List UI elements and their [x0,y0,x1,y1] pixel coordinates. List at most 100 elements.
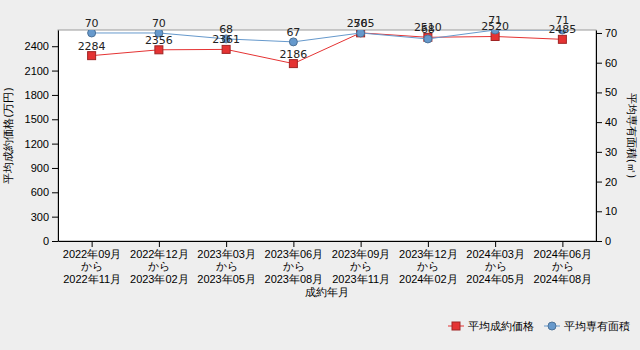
series-marker [357,30,365,37]
y-tick: 2400 [25,40,58,52]
series-marker [357,30,365,37]
y2-tick-mark [596,182,602,183]
y2-tick: 10 [596,205,617,217]
y-tick-label: 0 [43,235,49,247]
y-tick-label: 1800 [25,89,49,101]
y2-axis: 010203040506070 [596,27,617,247]
y-tick-label: 2400 [25,40,49,52]
y2-tick: 20 [596,176,617,188]
plot-area [58,30,596,241]
y2-tick-mark [596,33,602,34]
x-tick: 2024年03月から2024年05月 [466,241,525,285]
x-tick: 2023年12月から2024年02月 [399,241,458,285]
y-tick: 600 [31,186,58,198]
y-tick-label: 600 [31,186,49,198]
y2-axis-line [596,31,597,242]
legend-label: 平均専有面積 [564,320,630,333]
y2-tick-label: 10 [605,205,617,217]
y2-tick: 40 [596,116,617,128]
series-marker [558,35,566,43]
y-tick: 1200 [25,138,58,150]
y2-tick-mark [596,63,602,64]
x-tick-label: 2022年09月から2022年11月 [63,248,122,285]
x-axis-line [59,241,597,242]
y2-tick-mark [596,241,602,242]
x-tick-mark [159,241,160,247]
data-label: 68 [421,23,435,36]
y-tick: 1500 [25,113,58,125]
x-tick-label: 2022年12月から2023年02月 [130,248,189,285]
y2-axis-title: 平均専有面積(㎡) [625,93,638,179]
x-tick-label: 2023年03月から2023年05月 [197,248,256,285]
x-tick-mark [562,241,563,247]
x-axis-title: 成約年月 [305,286,349,299]
y-tick: 300 [31,211,58,223]
y2-tick: 70 [596,27,617,39]
x-tick-mark [361,241,362,247]
y-tick-mark [52,241,58,242]
y-tick-mark [52,119,58,120]
y2-tick-label: 0 [605,235,611,247]
y2-tick-label: 60 [605,57,617,69]
data-labels: 2284235623612186256525102520248570706867… [78,14,577,61]
x-axis: 2022年09月から2022年11月2022年12月から2023年02月2023… [59,241,597,285]
y2-tick: 0 [596,235,611,247]
x-tick: 2023年06月から2023年08月 [265,241,324,285]
x-tick: 2024年06月から2024年08月 [534,241,593,285]
legend-marker [548,322,556,330]
x-tick-label: 2024年06月から2024年08月 [534,248,593,285]
data-label: 70 [152,17,166,30]
y-tick-label: 2100 [25,65,49,77]
legend: 平均成約価格 平均専有面積 [448,320,630,333]
legend-item: 平均専有面積 [544,320,630,333]
y-tick-mark [52,168,58,169]
x-tick: 2022年09月から2022年11月 [63,241,122,285]
data-label: 2565 [347,17,375,30]
y2-tick: 60 [596,57,617,69]
data-label: 2284 [78,40,106,53]
y2-tick-mark [596,211,602,212]
x-tick-label: 2023年12月から2024年02月 [399,248,458,285]
series-marker [424,35,432,43]
y-tick-mark [52,144,58,145]
series-marker [289,38,297,46]
legend-item: 平均成約価格 [448,320,534,333]
x-tick-mark [92,241,93,247]
legend-label: 平均成約価格 [468,320,534,333]
y2-tick-label: 70 [605,27,617,39]
x-tick-label: 2023年09月から2023年11月 [332,248,391,285]
series-marker [88,52,96,60]
y-tick: 900 [31,162,58,174]
series-marker [222,45,230,53]
x-tick-label: 2024年03月から2024年05月 [466,248,525,285]
y-tick-mark [52,95,58,96]
y-axis: 0 300 600 900 1200 1500 1800 2100 2400 [25,31,59,248]
data-label: 2186 [279,48,307,61]
series-marker [289,60,297,68]
y-tick-label: 900 [31,162,49,174]
y-tick: 1800 [25,89,58,101]
data-label: 71 [555,14,569,27]
y-tick: 0 [43,235,58,247]
y2-tick-mark [596,122,602,123]
x-tick-mark [495,241,496,247]
y-tick-label: 1200 [25,138,49,150]
marks [88,30,567,68]
data-label: 67 [286,26,300,39]
chart: 0300600900120015001800210024000102030405… [0,0,640,350]
data-label: 2356 [145,34,173,47]
data-label: 71 [488,14,502,27]
y2-tick-mark [596,152,602,153]
y2-tick-label: 40 [605,116,617,128]
y-tick-mark [52,192,58,193]
x-tick: 2023年03月から2023年05月 [197,241,256,285]
data-label: 70 [354,17,368,30]
y2-tick-label: 50 [605,86,617,98]
x-tick-mark [226,241,227,247]
y2-tick-mark [596,92,602,93]
data-label: 70 [85,17,99,30]
y-axis-title: 平均成約価格(万円) [2,87,15,184]
data-label: 68 [219,23,233,36]
y-tick-mark [52,46,58,47]
y-tick-label: 1500 [25,113,49,125]
